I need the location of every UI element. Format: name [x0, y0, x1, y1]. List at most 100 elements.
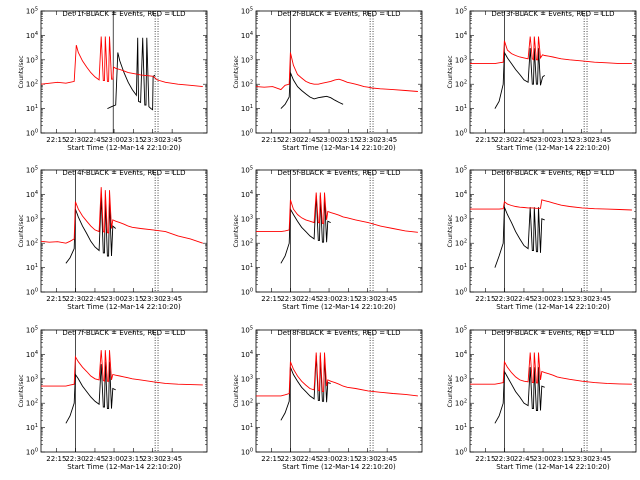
- x-tick-label: 22:30: [494, 455, 514, 463]
- y-tick-label: 105: [26, 166, 38, 175]
- series-lld: [40, 187, 203, 244]
- y-tick-label: 105: [241, 326, 253, 335]
- chart-title: Det 6f-BLACK = Events, RED = LLD: [491, 169, 614, 177]
- y-tick-label: 105: [26, 7, 38, 16]
- plot-frame: [40, 329, 208, 453]
- y-tick-label: 103: [241, 374, 253, 383]
- y-tick-label: 102: [241, 80, 253, 89]
- x-axis-title: Start Time (12-Mar-14 22:10:20): [496, 463, 610, 471]
- y-axis-title: Counts/sec: [233, 374, 240, 407]
- x-tick-label: 22:15: [261, 295, 281, 303]
- plot-frame: [469, 10, 637, 134]
- x-axis-title: Start Time (12-Mar-14 22:10:20): [282, 303, 396, 311]
- x-axis-title: Start Time (12-Mar-14 22:10:20): [67, 463, 181, 471]
- x-tick-label: 23:45: [591, 295, 611, 303]
- chart-title: Det 1f-BLACK = Events, RED = LLD: [62, 10, 185, 18]
- x-tick-label: 22:45: [514, 455, 534, 463]
- y-tick-label: 102: [455, 80, 467, 89]
- chart-panel-8: Det 8f-BLACK = Events, RED = LLD 100 101 10…: [233, 326, 423, 471]
- y-tick-label: 102: [241, 399, 253, 408]
- x-tick-label: 23:30: [572, 295, 592, 303]
- y-tick-label: 105: [26, 326, 38, 335]
- x-tick-label: 22:45: [85, 295, 105, 303]
- y-tick-label: 101: [455, 263, 467, 272]
- series-lld: [256, 352, 418, 397]
- x-tick-label: 22:15: [46, 295, 66, 303]
- series-events: [280, 195, 331, 264]
- y-tick-label: 104: [241, 190, 253, 199]
- y-tick-label: 105: [241, 166, 253, 175]
- x-tick-label: 22:45: [300, 136, 320, 144]
- y-tick-label: 104: [241, 350, 253, 359]
- y-tick-label: 105: [455, 326, 467, 335]
- x-tick-label: 23:15: [123, 295, 143, 303]
- x-tick-label: 23:00: [533, 455, 553, 463]
- x-tick-label: 22:45: [85, 136, 105, 144]
- y-tick-label: 100: [241, 288, 253, 297]
- x-tick-label: 23:00: [319, 455, 339, 463]
- x-axis-title: Start Time (12-Mar-14 22:10:20): [496, 303, 610, 311]
- x-tick-label: 23:30: [358, 295, 378, 303]
- x-tick-label: 23:00: [533, 136, 553, 144]
- series-lld: [255, 52, 418, 92]
- x-tick-label: 22:45: [300, 455, 320, 463]
- series-events: [280, 355, 331, 421]
- x-tick-label: 22:15: [46, 455, 66, 463]
- y-tick-label: 104: [455, 190, 467, 199]
- x-tick-label: 23:00: [104, 455, 124, 463]
- x-tick-label: 23:00: [104, 295, 124, 303]
- series-lld: [470, 352, 632, 385]
- x-tick-label: 22:45: [85, 455, 105, 463]
- y-tick-label: 104: [455, 31, 467, 40]
- x-tick-label: 23:30: [143, 136, 163, 144]
- x-tick-label: 23:00: [319, 136, 339, 144]
- y-tick-label: 103: [241, 214, 253, 223]
- y-tick-label: 104: [455, 350, 467, 359]
- x-axis-title: Start Time (12-Mar-14 22:10:20): [496, 144, 610, 152]
- y-tick-label: 100: [26, 448, 38, 457]
- y-axis-title: Counts/sec: [18, 374, 25, 407]
- x-axis-title: Start Time (12-Mar-14 22:10:20): [282, 463, 396, 471]
- y-axis-title: Counts/sec: [447, 374, 454, 407]
- y-tick-label: 102: [26, 80, 38, 89]
- y-tick-label: 101: [241, 263, 253, 272]
- x-tick-label: 22:30: [494, 295, 514, 303]
- y-tick-label: 105: [455, 7, 467, 16]
- y-tick-label: 100: [455, 129, 467, 138]
- y-tick-label: 101: [241, 423, 253, 432]
- y-tick-label: 103: [455, 214, 467, 223]
- x-axis-title: Start Time (12-Mar-14 22:10:20): [67, 144, 181, 152]
- y-tick-label: 103: [455, 55, 467, 64]
- chart-title: Det 7f-BLACK = Events, RED = LLD: [62, 329, 185, 337]
- y-tick-label: 100: [455, 288, 467, 297]
- chart-title: Det 9f-BLACK = Events, RED = LLD: [491, 329, 614, 337]
- x-tick-label: 23:15: [552, 295, 572, 303]
- x-tick-label: 23:45: [377, 295, 397, 303]
- series-lld: [41, 350, 203, 387]
- x-tick-label: 23:00: [319, 295, 339, 303]
- chart-panel-3: Det 3f-BLACK = Events, RED = LLD 100 101 10…: [447, 7, 637, 152]
- series-events: [494, 48, 545, 109]
- chart-title: Det 2f-BLACK = Events, RED = LLD: [277, 10, 400, 18]
- y-axis-title: Counts/sec: [447, 55, 454, 88]
- x-tick-label: 23:00: [533, 295, 553, 303]
- x-axis-title: Start Time (12-Mar-14 22:10:20): [67, 303, 181, 311]
- chart-panel-4: Det 4f-BLACK = Events, RED = LLD 100 101 10…: [18, 166, 208, 311]
- y-tick-label: 103: [455, 374, 467, 383]
- x-tick-label: 23:30: [143, 455, 163, 463]
- x-tick-label: 22:30: [65, 136, 85, 144]
- x-tick-label: 22:30: [65, 455, 85, 463]
- y-tick-label: 104: [26, 350, 38, 359]
- series-lld: [470, 36, 632, 65]
- x-tick-label: 23:15: [123, 455, 143, 463]
- x-tick-label: 23:00: [104, 136, 124, 144]
- chart-panel-9: Det 9f-BLACK = Events, RED = LLD 100 101 10…: [447, 326, 637, 471]
- y-tick-label: 100: [455, 448, 467, 457]
- x-tick-label: 22:15: [46, 136, 66, 144]
- x-tick-label: 23:45: [591, 455, 611, 463]
- x-tick-label: 23:15: [552, 136, 572, 144]
- x-tick-label: 23:45: [591, 136, 611, 144]
- x-tick-label: 23:45: [162, 136, 182, 144]
- x-tick-label: 22:15: [475, 455, 495, 463]
